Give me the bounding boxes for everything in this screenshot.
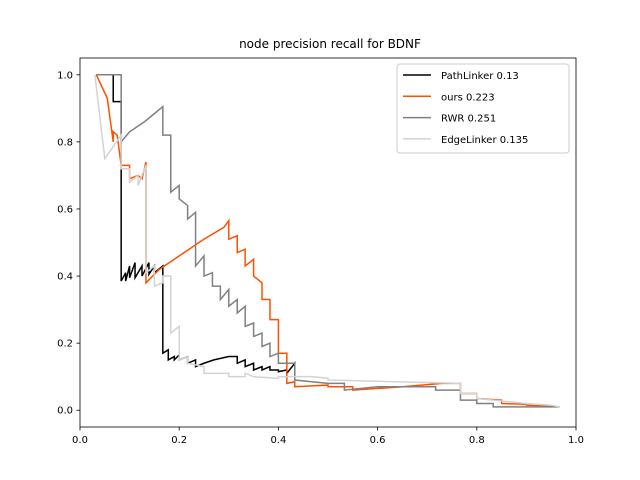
x-tick-label: 0.8 xyxy=(469,435,485,446)
x-tick-label: 0.6 xyxy=(370,435,386,446)
legend-box xyxy=(396,63,570,154)
legend-label: PathLinker 0.13 xyxy=(441,71,519,82)
x-tick-label: 0.0 xyxy=(72,435,88,446)
plot-series xyxy=(94,74,560,408)
y-tick-label: 0.2 xyxy=(57,339,73,350)
x-tick-label: 0.4 xyxy=(270,435,286,446)
y-tick-label: 1.0 xyxy=(57,70,73,81)
legend-label: RWR 0.251 xyxy=(441,114,496,125)
x-tick-label: 0.2 xyxy=(171,435,187,446)
legend: PathLinker 0.13 ours 0.223 RWR 0.251 EdgeLi… xyxy=(396,63,570,154)
axes: 0.0 0.2 0.4 0.6 0.8 1.0 0.0 0.2 0.4 0.6 0.8 1.0 xyxy=(57,57,584,446)
series-line-3 xyxy=(94,74,560,408)
y-tick-label: 0.0 xyxy=(57,406,73,417)
y-tick-label: 0.8 xyxy=(57,137,73,148)
y-tick-label: 0.4 xyxy=(57,272,73,283)
legend-label: EdgeLinker 0.135 xyxy=(441,135,528,146)
axes-frame xyxy=(79,57,577,428)
y-tick-label: 0.6 xyxy=(57,204,73,215)
series-line-2 xyxy=(96,74,560,408)
x-tick-label: 1.0 xyxy=(568,435,584,446)
chart-title: node precision recall for BDNF xyxy=(239,37,421,51)
legend-label: ours 0.223 xyxy=(441,92,495,103)
